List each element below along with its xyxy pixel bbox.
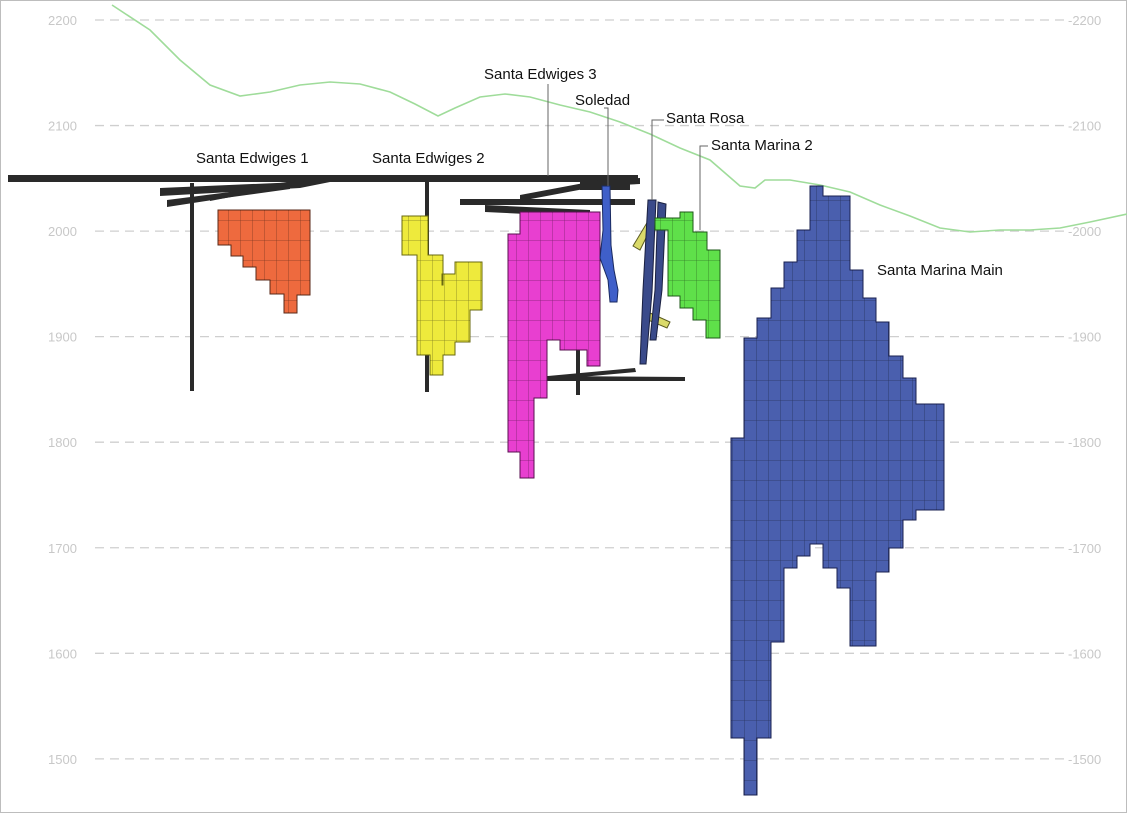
raise-se3 [576,350,580,395]
drift-upper-1 [160,176,340,196]
tick-label-right: -1900 [1068,330,1101,345]
label-santa-marina-main: Santa Marina Main [877,262,1003,279]
tick-label-right: -1800 [1068,435,1101,450]
drift-upper-3 [210,180,300,201]
tick-label-left: 2000 [48,224,77,239]
tick-label-right: -2200 [1068,13,1101,28]
main-drift [8,175,638,182]
orebody-santa-marina-main [730,185,945,796]
orebody-santa-edwiges-1 [217,209,311,314]
tick-label-left: 1500 [48,752,77,767]
orebody-soledad [599,185,619,303]
elevation-ticks: 2200 -2200 2100 -2100 2000 -2000 1900 -1900 1800… [48,13,1101,767]
tick-label-right: -1500 [1068,752,1101,767]
orebody-santa-rosa [632,199,671,365]
label-santa-edwiges-2: Santa Edwiges 2 [372,150,485,167]
orebody-santa-marina-2 [654,211,721,339]
label-santa-edwiges-3: Santa Edwiges 3 [484,66,597,83]
tick-label-left: 1800 [48,435,77,450]
tick-label-left: 2100 [48,119,77,134]
tick-label-right: -1600 [1068,646,1101,661]
drift-se3-1 [460,199,635,205]
elevation-grid [95,19,1068,760]
tick-label-right: -2100 [1068,119,1101,134]
tick-label-left: 1700 [48,541,77,556]
tick-label-right: -2000 [1068,224,1101,239]
label-santa-rosa: Santa Rosa [666,110,745,127]
label-santa-edwiges-1: Santa Edwiges 1 [196,150,309,167]
label-santa-marina-2: Santa Marina 2 [711,137,813,154]
label-soledad: Soledad [575,92,630,109]
orebody-santa-edwiges-2 [401,215,483,376]
tick-label-left: 1900 [48,330,77,345]
label-leaders [547,84,708,230]
tick-label-left: 1600 [48,646,77,661]
tick-label-left: 2200 [48,13,77,28]
drift-lower-2 [545,376,685,381]
tick-label-right: -1700 [1068,541,1101,556]
topography-line [111,4,1127,233]
shaft-se1 [190,183,194,391]
orebody-santa-edwiges-3 [507,211,601,479]
